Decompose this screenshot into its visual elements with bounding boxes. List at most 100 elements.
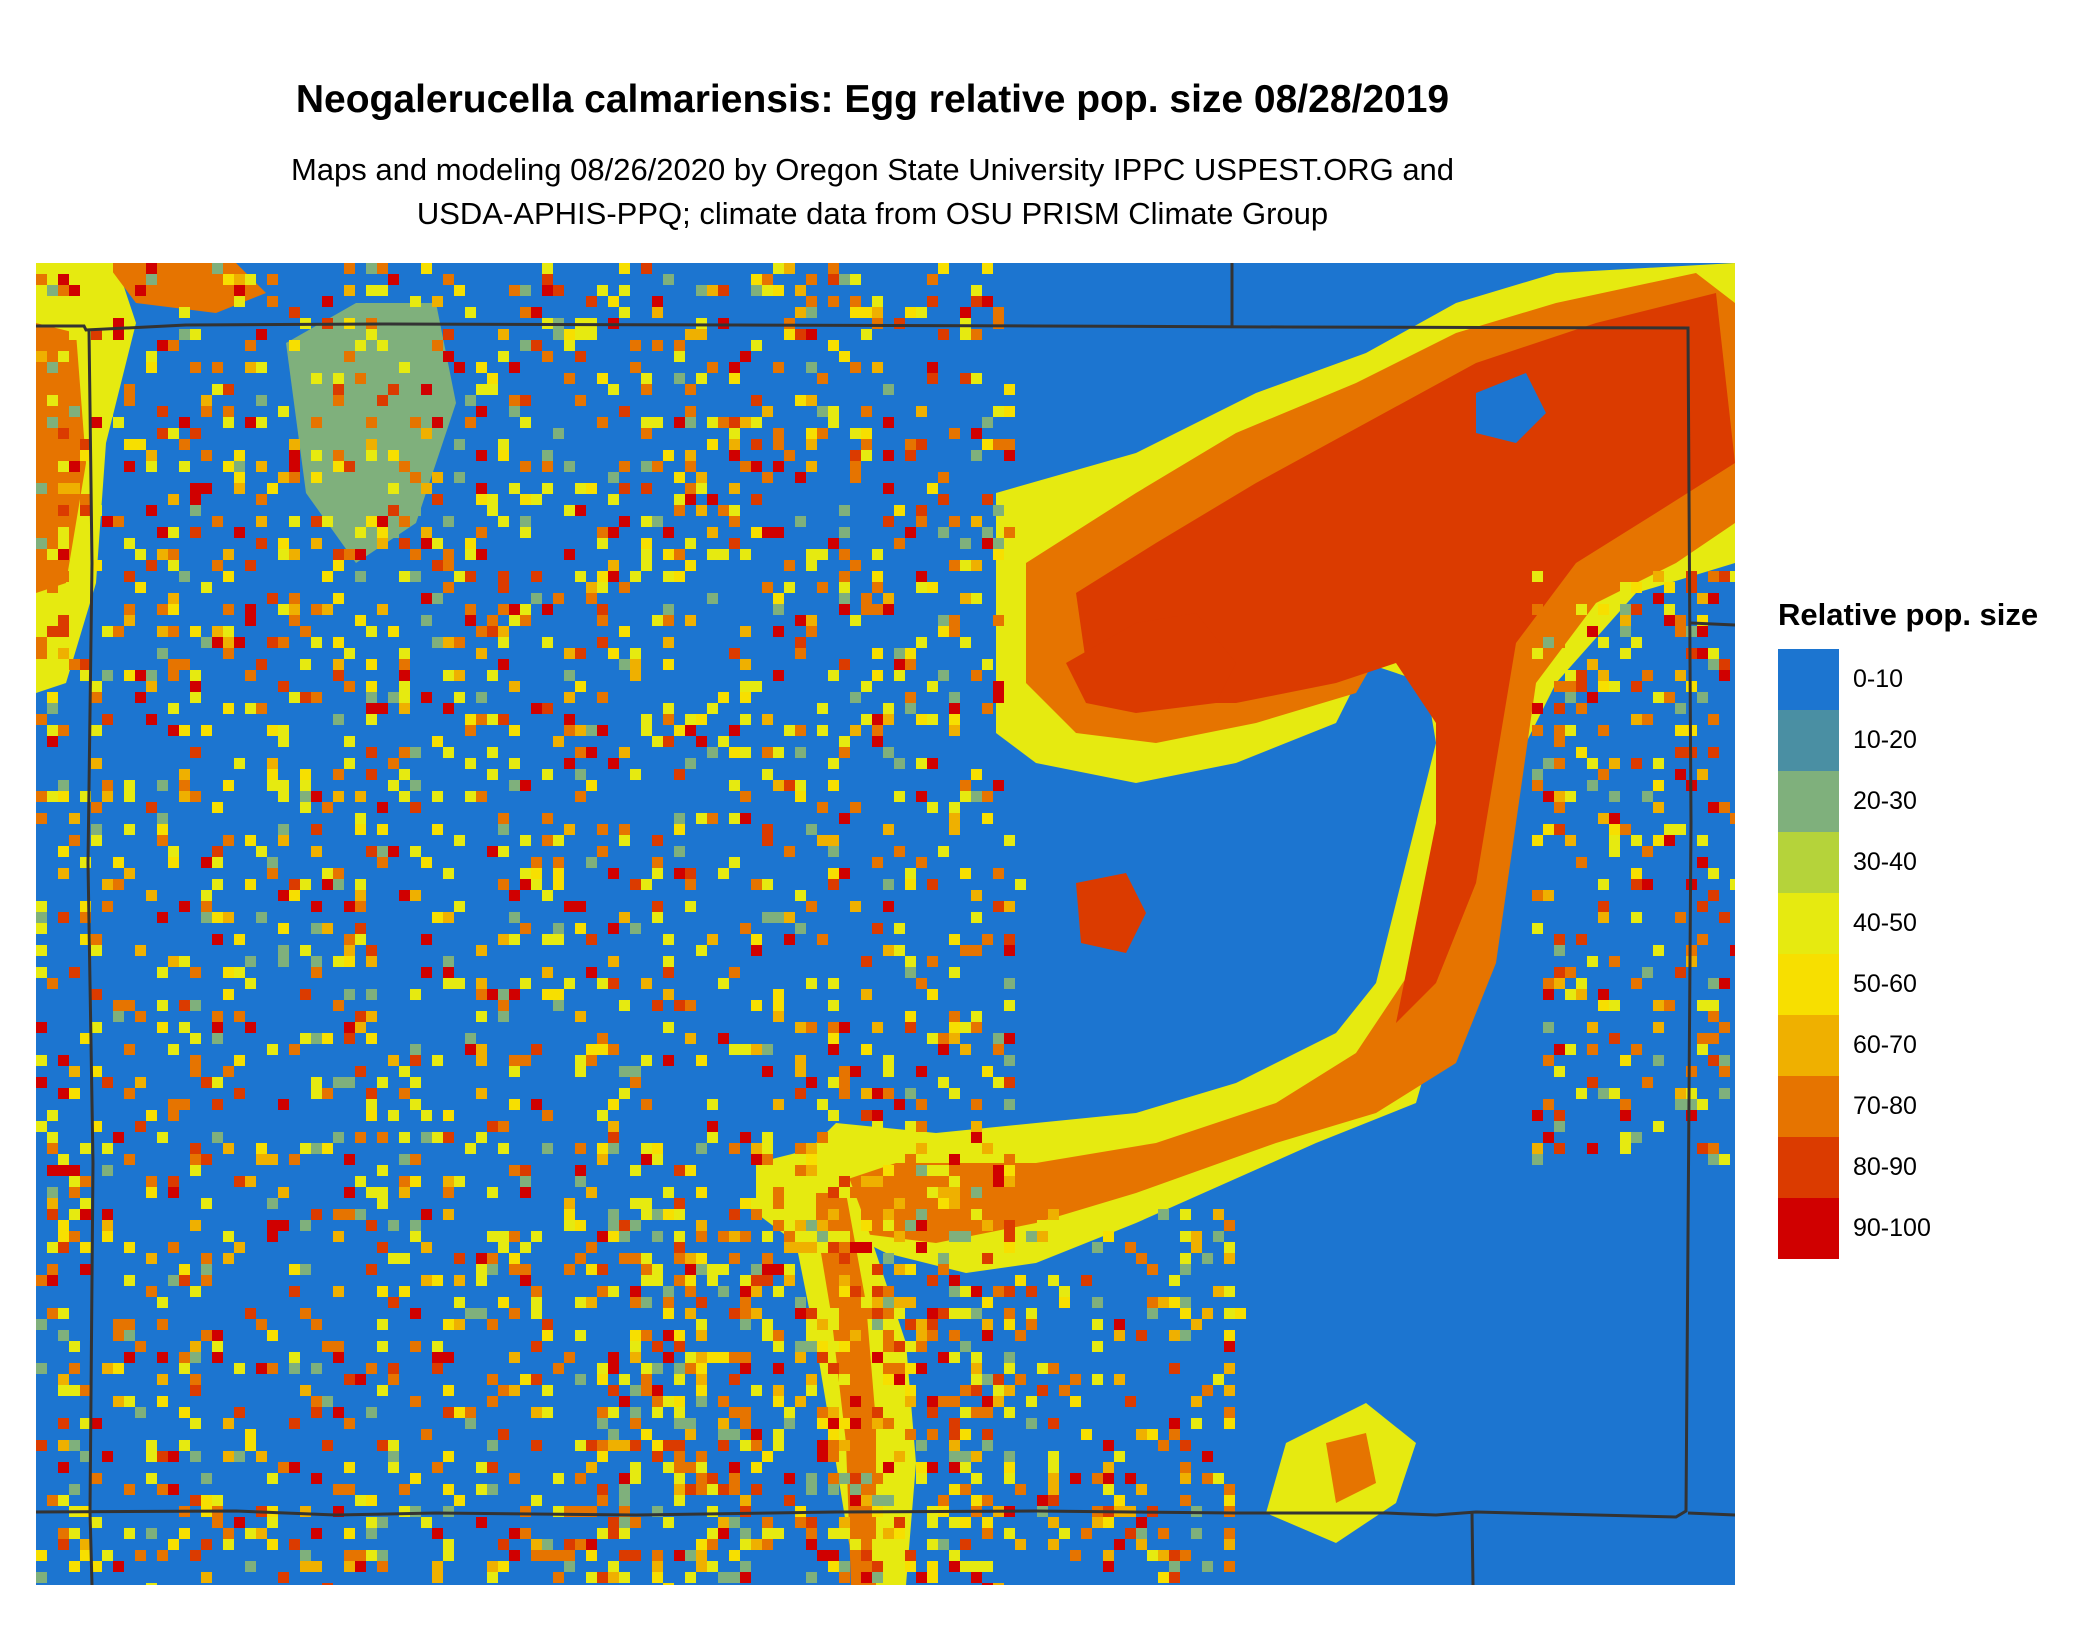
raster-cell [388, 1055, 399, 1066]
raster-cell [597, 1110, 608, 1121]
raster-cell [124, 670, 135, 681]
raster-cell [1631, 604, 1642, 615]
raster-cell [443, 670, 454, 681]
raster-cell [619, 659, 630, 670]
raster-cell [674, 813, 685, 824]
raster-cell [751, 1286, 762, 1297]
raster-cell [520, 340, 531, 351]
raster-cell [333, 1341, 344, 1352]
raster-cell [1631, 912, 1642, 923]
raster-cell [1730, 879, 1735, 890]
raster-cell [36, 1572, 47, 1583]
raster-cell [1191, 1319, 1202, 1330]
raster-cell [300, 780, 311, 791]
raster-cell [795, 1308, 806, 1319]
raster-cell [113, 857, 124, 868]
raster-cell [806, 1242, 817, 1253]
raster-cell [630, 571, 641, 582]
raster-cell [36, 1440, 47, 1451]
raster-cell [1565, 791, 1576, 802]
raster-cell [443, 1539, 454, 1550]
raster-cell [927, 1187, 938, 1198]
raster-cell [1180, 1253, 1191, 1264]
raster-cell [817, 1099, 828, 1110]
raster-cell [927, 582, 938, 593]
raster-cell [905, 1319, 916, 1330]
raster-cell [410, 1055, 421, 1066]
raster-cell [795, 285, 806, 296]
raster-cell [190, 692, 201, 703]
raster-cell [421, 263, 432, 274]
raster-cell [333, 1484, 344, 1495]
raster-cell [432, 1462, 443, 1473]
raster-cell [300, 1561, 311, 1572]
raster-cell [806, 1308, 817, 1319]
raster-cell [1708, 868, 1719, 879]
raster-cell [168, 670, 179, 681]
raster-cell [916, 582, 927, 593]
raster-cell [520, 516, 531, 527]
raster-cell [531, 1495, 542, 1506]
raster-cell [927, 714, 938, 725]
raster-cell [399, 1286, 410, 1297]
raster-cell [190, 681, 201, 692]
raster-cell [443, 1110, 454, 1121]
raster-cell [927, 1275, 938, 1286]
raster-cell [1037, 1495, 1048, 1506]
raster-cell [828, 758, 839, 769]
raster-cell [80, 1209, 91, 1220]
raster-cell [58, 538, 69, 549]
raster-cell [234, 1407, 245, 1418]
legend: Relative pop. size 0-10 10-20 20-30 30-40 40… [1778, 597, 2038, 1259]
raster-cell [751, 1198, 762, 1209]
raster-cell [916, 505, 927, 516]
raster-cell [1125, 1396, 1136, 1407]
raster-cell [564, 1352, 575, 1363]
raster-cell [608, 1561, 619, 1572]
raster-cell [311, 1561, 322, 1572]
raster-cell [1532, 890, 1543, 901]
raster-cell [47, 736, 58, 747]
raster-cell [1708, 659, 1719, 670]
raster-cell [344, 1033, 355, 1044]
raster-cell [1224, 1363, 1235, 1374]
raster-cell [190, 1451, 201, 1462]
raster-cell [168, 956, 179, 967]
raster-cell [80, 1451, 91, 1462]
raster-cell [773, 1264, 784, 1275]
raster-cell [982, 417, 993, 428]
raster-cell [751, 340, 762, 351]
raster-cell [927, 483, 938, 494]
raster-cell [1554, 604, 1565, 615]
raster-cell [278, 1220, 289, 1231]
raster-cell [1620, 1110, 1631, 1121]
raster-cell [729, 813, 740, 824]
raster-cell [762, 1275, 773, 1286]
raster-cell [1565, 989, 1576, 1000]
raster-cell [377, 516, 388, 527]
raster-cell [740, 1506, 751, 1517]
raster-cell [157, 1319, 168, 1330]
raster-cell [729, 1572, 740, 1583]
raster-cell [47, 549, 58, 560]
raster-cell [234, 1176, 245, 1187]
raster-cell [1587, 1044, 1598, 1055]
raster-cell [201, 1330, 212, 1341]
raster-cell [597, 373, 608, 384]
raster-cell [707, 813, 718, 824]
raster-cell [839, 1473, 850, 1484]
raster-cell [729, 1462, 740, 1473]
raster-cell [597, 285, 608, 296]
raster-cell [553, 428, 564, 439]
raster-cell [1092, 1517, 1103, 1528]
raster-cell [256, 1319, 267, 1330]
raster-cell [916, 516, 927, 527]
raster-cell [311, 450, 322, 461]
raster-cell [806, 560, 817, 571]
raster-cell [58, 285, 69, 296]
raster-cell [168, 1110, 179, 1121]
raster-cell [806, 362, 817, 373]
raster-cell [1004, 384, 1015, 395]
raster-cell [971, 1022, 982, 1033]
raster-cell [751, 439, 762, 450]
